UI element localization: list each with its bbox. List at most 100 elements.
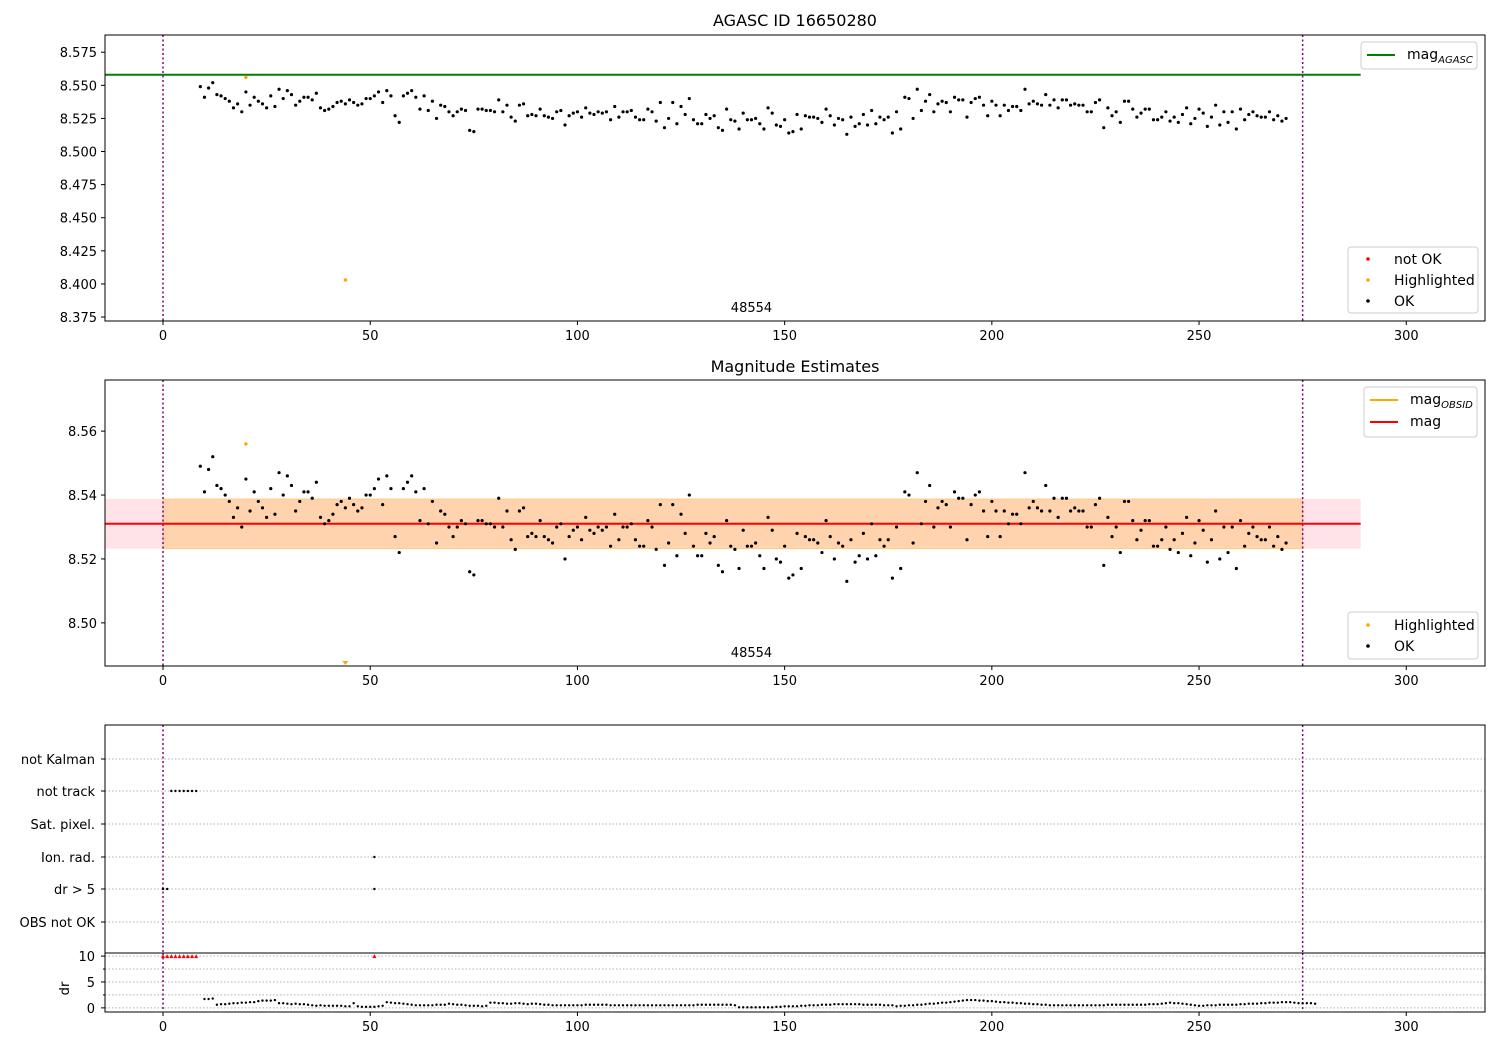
ok-data-point xyxy=(472,130,476,134)
dr-point xyxy=(567,1004,571,1007)
ok-data-point xyxy=(219,487,223,491)
dr-clipped-marker xyxy=(372,954,377,959)
dr-point xyxy=(476,1004,480,1007)
ok-data-point xyxy=(534,534,538,539)
highlighted-data-point xyxy=(343,278,348,282)
ok-data-point xyxy=(426,108,430,113)
dr-point xyxy=(518,1002,521,1005)
ok-data-point xyxy=(1168,547,1172,551)
ok-data-point xyxy=(302,95,306,99)
ok-data-point xyxy=(1143,107,1147,111)
ok-data-point xyxy=(314,480,318,484)
x-tick-label: 300 xyxy=(1394,674,1419,689)
dr-point xyxy=(443,1003,447,1006)
ok-data-point xyxy=(443,512,447,516)
ok-data-point xyxy=(273,104,277,109)
dr-point xyxy=(812,1004,815,1007)
ok-data-point xyxy=(758,122,762,126)
dr-point xyxy=(833,1003,836,1006)
flag-point xyxy=(373,887,376,891)
dr-point xyxy=(543,1003,546,1006)
legend-label-subscript: AGASC xyxy=(1437,55,1473,66)
ok-data-point xyxy=(236,506,240,510)
axes-frame xyxy=(104,379,1486,667)
ok-data-point xyxy=(1039,509,1044,513)
dr-point xyxy=(895,1005,898,1008)
x-tick-label: 100 xyxy=(565,674,590,689)
ok-data-point xyxy=(981,509,986,513)
ok-data-point xyxy=(745,118,749,122)
dr-point xyxy=(393,1002,397,1005)
ok-data-point xyxy=(1255,114,1259,118)
ok-data-point xyxy=(571,528,575,532)
ok-data-point xyxy=(575,525,580,529)
ok-data-point xyxy=(936,506,940,510)
y-tick-label: 8.425 xyxy=(60,245,97,260)
ok-data-point xyxy=(642,118,646,122)
ok-data-point xyxy=(679,512,683,516)
ok-data-point xyxy=(331,104,335,109)
ok-data-point xyxy=(223,96,227,101)
ok-data-point xyxy=(1093,100,1098,105)
ok-data-point xyxy=(1006,108,1011,113)
ok-data-point xyxy=(629,522,633,526)
ok-data-point xyxy=(401,487,405,491)
ok-data-point xyxy=(227,99,231,103)
ok-data-point xyxy=(965,115,969,119)
ok-data-point xyxy=(770,111,774,115)
dr-point xyxy=(679,1004,683,1007)
dr-point xyxy=(737,1006,741,1009)
dr-point xyxy=(1276,1001,1279,1004)
dr-point xyxy=(572,1004,575,1007)
ok-data-point xyxy=(1093,503,1098,507)
dr-point xyxy=(953,1000,956,1003)
dr-point xyxy=(965,998,969,1002)
dr-point xyxy=(530,1002,534,1005)
dr-point xyxy=(704,1003,708,1006)
ok-data-point xyxy=(911,541,915,545)
ok-data-point xyxy=(1238,107,1243,111)
legend-box xyxy=(1347,246,1479,314)
ok-data-point xyxy=(248,509,252,513)
ok-data-point xyxy=(546,115,551,119)
ok-data-point xyxy=(778,124,783,128)
dr-clipped-marker xyxy=(190,954,195,959)
ok-data-point xyxy=(517,509,522,513)
ok-data-point xyxy=(397,550,401,555)
ok-data-point xyxy=(986,114,990,118)
dr-point xyxy=(754,1006,757,1009)
ok-data-point xyxy=(559,108,563,113)
ok-data-point xyxy=(1185,106,1189,110)
ok-data-point xyxy=(335,100,339,105)
dr-point xyxy=(294,1002,297,1005)
dr-point xyxy=(671,1004,674,1007)
ok-data-point xyxy=(687,96,691,101)
ok-data-point xyxy=(248,103,252,107)
dr-point xyxy=(646,1004,650,1007)
dr-point xyxy=(522,1002,525,1005)
ok-data-point xyxy=(1176,120,1180,124)
ok-data-point xyxy=(952,490,957,494)
dr-point xyxy=(940,1001,944,1004)
ok-data-point xyxy=(841,118,845,122)
ok-data-point xyxy=(791,130,795,134)
dr-point xyxy=(501,1002,505,1005)
ok-data-point xyxy=(700,554,704,558)
ok-data-point xyxy=(1031,499,1035,504)
highlighted-data-point xyxy=(244,75,248,80)
ok-data-point xyxy=(816,116,820,121)
ok-data-point xyxy=(845,579,849,583)
dr-point xyxy=(771,1006,774,1009)
legend-label-subscript: OBSID xyxy=(1441,400,1473,411)
dr-point xyxy=(1214,1004,1217,1007)
ok-data-point xyxy=(385,474,389,478)
dr-point xyxy=(945,1001,948,1004)
dr-clipped-marker xyxy=(165,954,170,959)
ok-data-point xyxy=(1073,102,1077,106)
legend-label: Highlighted xyxy=(1394,618,1475,634)
ok-data-point xyxy=(422,487,426,491)
dr-point xyxy=(505,1002,509,1005)
ok-data-point xyxy=(1164,110,1168,114)
x-tick-label: 100 xyxy=(565,329,590,344)
dr-point xyxy=(1143,1003,1147,1006)
